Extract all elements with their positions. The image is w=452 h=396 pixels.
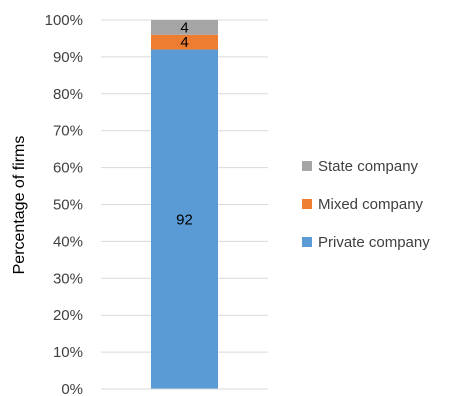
legend-label-mixed-company: Mixed company <box>318 196 424 213</box>
y-tick-label: 30% <box>53 270 83 287</box>
data-label-mixed-company: 4 <box>180 34 188 51</box>
data-label-state-company: 4 <box>180 19 188 36</box>
data-label-private-company: 92 <box>176 211 193 228</box>
legend: State company Mixed company Private compan… <box>302 158 430 251</box>
bars <box>151 20 218 390</box>
bar-segment-state-company <box>151 20 218 35</box>
y-tick-label: 70% <box>53 123 83 140</box>
y-axis-ticks: 0% 10% 20% 30% 40% 50% 60% 70% 80% 90% 100% <box>45 12 83 396</box>
y-tick-label: 20% <box>53 307 83 324</box>
legend-swatch-mixed-company <box>302 199 312 209</box>
legend-swatch-private-company <box>302 237 312 247</box>
bar-segment-mixed-company <box>151 34 218 50</box>
legend-swatch-state-company <box>302 161 312 171</box>
y-tick-label: 100% <box>45 12 83 29</box>
data-labels: 92 44 <box>176 19 193 228</box>
y-tick-label: 80% <box>53 86 83 103</box>
y-tick-label: 0% <box>61 381 83 396</box>
bar-segment-private-company <box>151 49 218 390</box>
y-tick-label: 60% <box>53 160 83 177</box>
legend-label-private-company: Private company <box>318 234 430 251</box>
y-tick-label: 90% <box>53 49 83 66</box>
y-tick-label: 50% <box>53 197 83 214</box>
y-axis-title: Percentage of firms <box>11 136 28 275</box>
y-tick-label: 40% <box>53 233 83 250</box>
legend-label-state-company: State company <box>318 158 419 175</box>
y-tick-label: 10% <box>53 344 83 361</box>
